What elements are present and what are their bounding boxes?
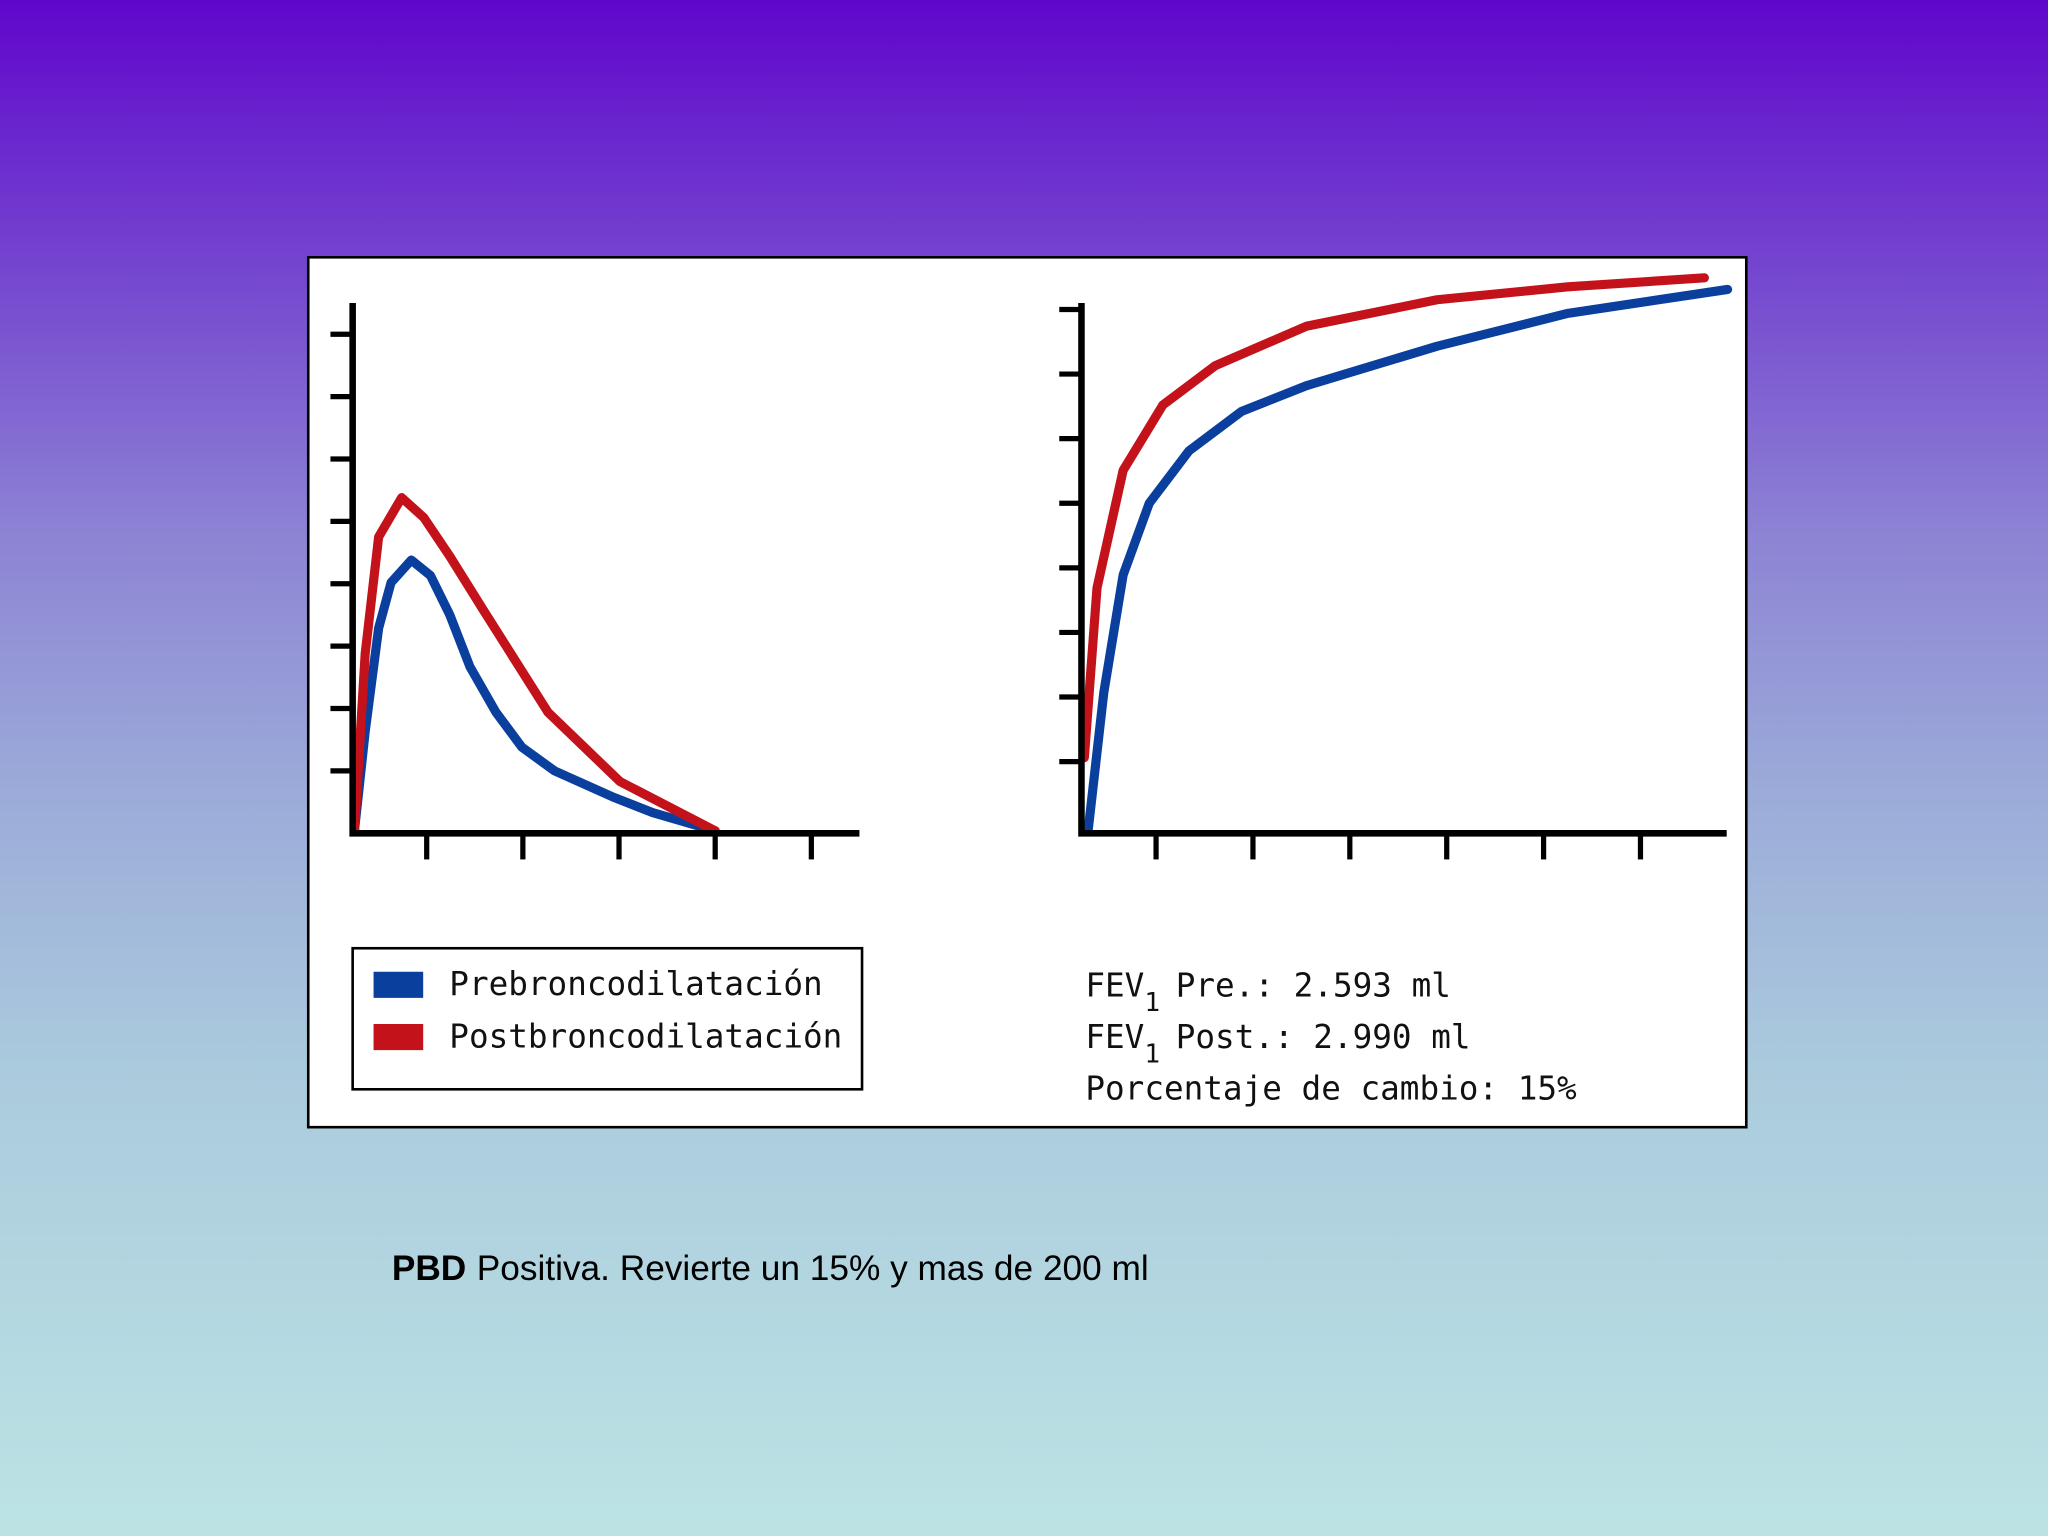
annotation-text: FEV: [1085, 966, 1144, 1004]
legend-box: [351, 946, 864, 1091]
data-line: [350, 493, 720, 836]
legend-swatch: [373, 971, 424, 998]
axes: [349, 303, 860, 837]
data-line: [350, 555, 720, 836]
annotation-text: FEV: [1085, 1018, 1144, 1056]
data-line: [1083, 284, 1733, 834]
legend-swatch: [373, 1024, 424, 1051]
axes: [1078, 303, 1727, 837]
plots: [330, 273, 1733, 860]
legend-label: Prebroncodilatación: [449, 965, 822, 1003]
caption: PBD Positiva. Revierte un 15% y mas de 20…: [392, 1249, 1149, 1288]
annotation-rest: Pre.: 2.593 ml: [1176, 966, 1451, 1004]
caption-text: Positiva. Revierte un 15% y mas de 200 m…: [477, 1249, 1149, 1288]
legend-label: Postbroncodilatación: [449, 1017, 842, 1055]
annotation-text: Porcentaje de cambio: 15%: [1085, 1070, 1577, 1108]
annotation-rest: Post.: 2.990 ml: [1176, 1018, 1471, 1056]
data-line: [1079, 273, 1709, 763]
annotation-subscript: 1: [1144, 988, 1160, 1018]
legend: Prebroncodilatación Postbroncodilatación: [373, 965, 842, 1055]
annotation: FEV1 Pre.: 2.593 ml: [1085, 966, 1451, 1017]
caption-bold: PBD: [392, 1249, 466, 1288]
annotation: FEV1 Post.: 2.990 ml: [1085, 1018, 1470, 1069]
annotation-subscript: 1: [1144, 1039, 1160, 1069]
annotation: Porcentaje de cambio: 15%: [1085, 1070, 1577, 1108]
